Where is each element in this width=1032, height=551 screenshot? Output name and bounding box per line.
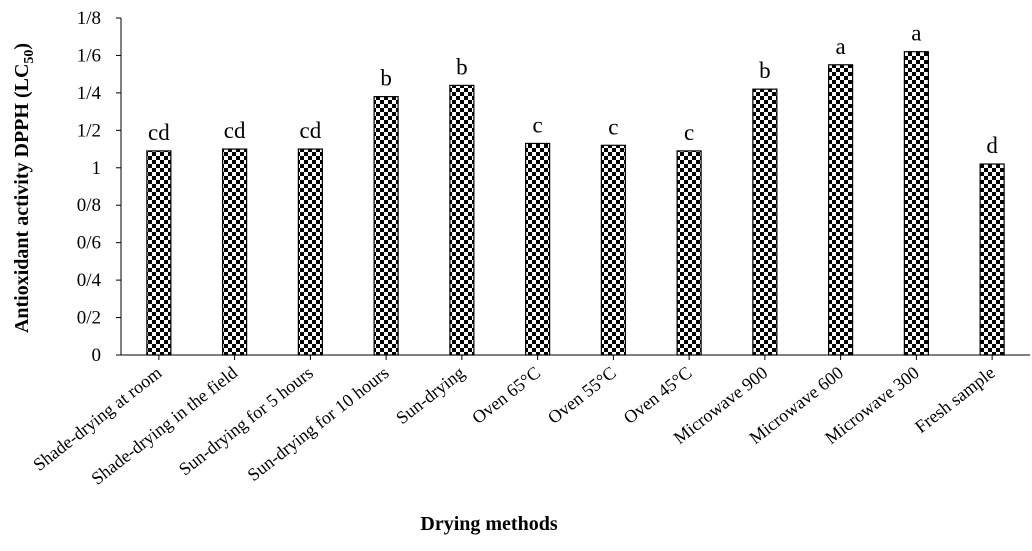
y-tick-label: 1 (92, 158, 102, 179)
category-label: Sun-drying for 5 hours (175, 362, 317, 479)
bar (600, 144, 626, 356)
data-label: cd (148, 120, 170, 145)
data-label: c (608, 114, 618, 139)
data-label: cd (300, 118, 322, 143)
bar (903, 51, 929, 356)
category-label: Fresh sample (911, 362, 999, 437)
bar (752, 88, 778, 356)
category-label: Oven 45°C (620, 362, 696, 427)
data-label: a (836, 34, 846, 59)
bar (676, 150, 702, 356)
y-tick-label: 1/6 (77, 45, 101, 66)
y-tick-label: 0/6 (77, 233, 101, 254)
bar (146, 150, 172, 356)
category-label: Sun-drying (392, 362, 468, 428)
x-axis-title: Drying methods (420, 513, 557, 535)
bar (373, 96, 399, 356)
y-tick-label: 1/8 (77, 8, 101, 29)
y-axis-title-main: Antioxidant activity DPPH (LC (11, 64, 33, 333)
y-tick-label: 1/2 (77, 120, 101, 141)
bar (525, 142, 551, 356)
data-label: b (759, 58, 771, 83)
y-axis-title-close: ) (11, 43, 33, 50)
data-label: c (533, 112, 543, 137)
y-tick-label: 0/8 (77, 195, 101, 216)
data-label: a (911, 21, 921, 46)
y-axis-title: Antioxidant activity DPPH (LC50) (11, 43, 37, 333)
y-tick-label: 0/2 (77, 308, 101, 329)
y-tick-label: 1/4 (77, 83, 102, 104)
data-label: c (684, 120, 694, 145)
bar (828, 64, 854, 356)
category-label: Oven 65°C (468, 362, 544, 427)
bar (222, 148, 248, 356)
axes: 0 0/2 0/4 0/6 0/8 1 1/2 1/4 1/6 1/8 (77, 8, 1030, 366)
data-label: b (380, 66, 392, 91)
y-tick-label: 0/4 (77, 270, 102, 291)
bar (979, 163, 1005, 356)
category-label: Shade-drying in the field (87, 362, 241, 488)
y-axis-title-group: Antioxidant activity DPPH (LC50) (11, 43, 37, 333)
bar (449, 84, 475, 356)
data-label: d (986, 133, 998, 158)
category-label: Oven 55°C (544, 362, 620, 427)
category-label: Sun-drying for 10 hours (244, 362, 393, 485)
y-tick-label: 0 (92, 345, 102, 366)
data-label: cd (224, 118, 246, 143)
bar (297, 148, 323, 356)
bars (146, 51, 1005, 356)
y-axis-title-subscript: 50 (22, 50, 37, 64)
data-label: b (456, 54, 468, 79)
category-label: Shade-drying at room (29, 362, 165, 474)
